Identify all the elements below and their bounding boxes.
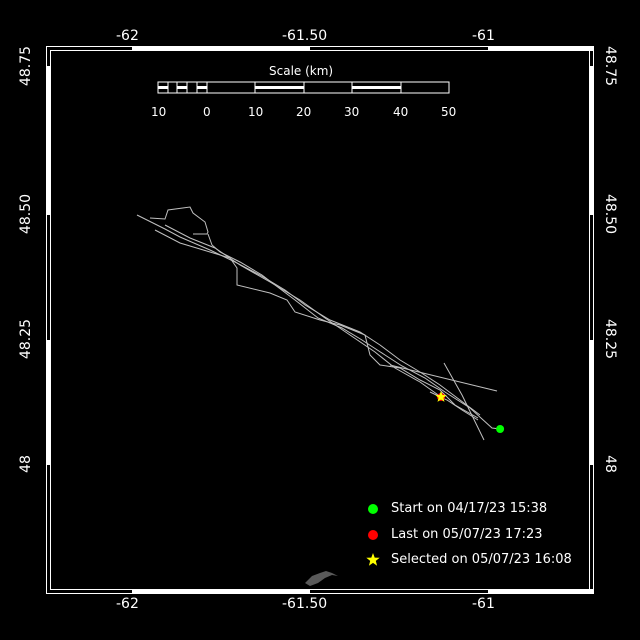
legend-star-icon <box>366 553 380 566</box>
lon-label-top-2: -61 <box>472 28 495 44</box>
lat-label-left-3: 48 <box>17 455 34 473</box>
map-frame <box>46 46 594 594</box>
frame-segment <box>488 46 594 51</box>
scale-label: 10 <box>151 105 167 119</box>
scale-label: 20 <box>296 105 312 119</box>
track-segment <box>207 233 501 430</box>
land-island <box>305 571 338 586</box>
legend-start-text: Start on 04/17/23 15:38 <box>391 501 548 516</box>
legend-start-icon <box>368 504 378 514</box>
frame-inner <box>50 50 590 590</box>
frame-segment <box>488 589 594 594</box>
scale-label: 40 <box>393 105 409 119</box>
frame-segment <box>132 46 310 51</box>
track-segment <box>443 362 485 441</box>
legend-selected-text: Selected on 05/07/23 16:08 <box>391 552 572 567</box>
legend-last-icon <box>368 530 378 540</box>
track-segment <box>154 229 479 419</box>
lat-label-right-0: 48.75 <box>602 45 619 87</box>
start-position-marker[interactable] <box>496 425 505 433</box>
lon-label-top-0: -62 <box>116 28 139 44</box>
scale-label: 50 <box>441 105 457 119</box>
lat-label-right-1: 48.50 <box>602 193 619 235</box>
legend-last-text: Last on 05/07/23 17:23 <box>391 527 543 542</box>
lat-label-right-2: 48.25 <box>602 318 619 360</box>
lon-label-bottom-1: -61.50 <box>282 596 328 612</box>
scale-bar <box>157 81 450 94</box>
scale-label: 10 <box>248 105 264 119</box>
lat-label-left-1: 48.50 <box>18 193 35 235</box>
selected-position-star[interactable] <box>435 391 447 402</box>
frame-segment <box>589 340 594 465</box>
lon-label-top-1: -61.50 <box>282 28 328 44</box>
frame-segment <box>46 340 51 465</box>
track-segment <box>149 206 209 235</box>
scale-label: 30 <box>344 105 360 119</box>
lon-label-bottom-0: -62 <box>116 596 139 612</box>
scale-title: Scale (km) <box>269 64 334 78</box>
lon-label-bottom-2: -61 <box>472 596 495 612</box>
track-segment <box>389 364 498 392</box>
frame-segment <box>132 589 310 594</box>
track-segment <box>164 224 442 398</box>
track-segment <box>136 214 481 416</box>
frame-segment <box>589 66 594 215</box>
lat-label-left-0: 48.75 <box>18 45 35 87</box>
drift-track <box>136 206 501 441</box>
frame-outer <box>46 46 594 594</box>
lat-label-left-2: 48.25 <box>18 318 35 360</box>
scale-label: 0 <box>203 105 211 119</box>
lat-label-right-3: 48 <box>601 455 618 473</box>
frame-segment <box>46 66 51 215</box>
